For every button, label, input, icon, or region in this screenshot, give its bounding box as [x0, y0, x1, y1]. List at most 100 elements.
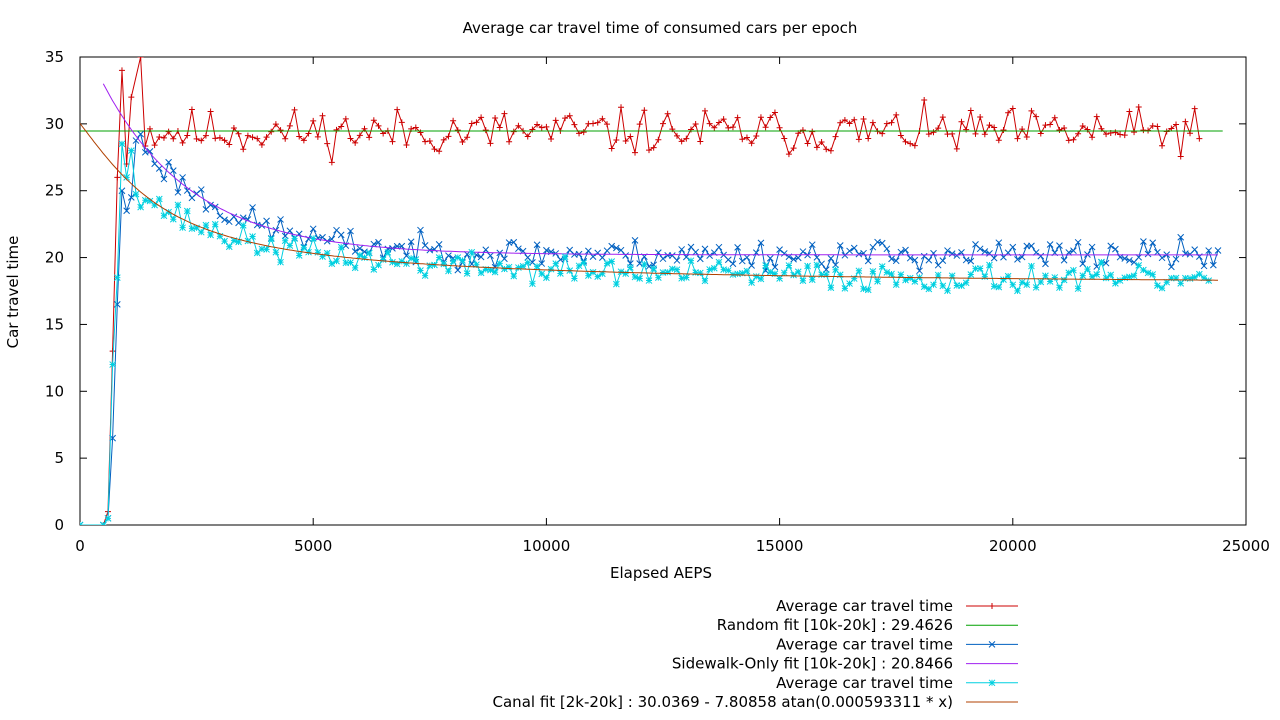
data-point: [990, 254, 998, 262]
data-point: [673, 266, 681, 274]
data-point: [1158, 254, 1166, 262]
data-point: [1149, 271, 1157, 278]
data-point: [393, 260, 401, 268]
x-tick-label: 15000: [756, 537, 804, 555]
data-point: [212, 135, 219, 142]
data-point: [622, 252, 630, 259]
data-point: [375, 122, 382, 129]
legend-label: Average car travel time: [776, 597, 953, 615]
data-point: [1154, 123, 1161, 130]
data-point: [128, 94, 135, 101]
data-point: [365, 249, 373, 257]
data-point: [1046, 278, 1054, 285]
data-point: [244, 237, 252, 245]
data-point: [631, 273, 639, 281]
data-point: [1089, 134, 1096, 141]
data-point: [468, 120, 475, 127]
data-point: [1117, 131, 1124, 138]
data-point: [925, 256, 933, 264]
data-point: [622, 138, 629, 145]
data-point: [813, 144, 820, 151]
data-point: [846, 280, 853, 287]
data-point: [407, 254, 415, 262]
data-point: [878, 263, 886, 270]
data-point: [958, 282, 965, 290]
data-point: [123, 173, 130, 181]
data-point: [431, 146, 438, 153]
data-point: [216, 134, 223, 141]
data-point: [1061, 124, 1068, 131]
data-point: [510, 272, 518, 280]
data-point: [608, 258, 616, 265]
legend-label: Random fit [10k-20k] : 29.4626: [717, 616, 953, 634]
data-point: [1191, 273, 1199, 281]
data-point: [123, 207, 130, 215]
data-point: [627, 133, 634, 140]
data-point: [1200, 274, 1208, 282]
data-point: [734, 244, 741, 251]
series-line: [80, 143, 1209, 525]
data-point: [272, 248, 280, 256]
data-point: [435, 241, 443, 248]
data-point: [445, 267, 452, 275]
data-point: [590, 120, 597, 127]
series-line: [80, 132, 1219, 525]
data-point: [953, 252, 961, 259]
data-point: [1033, 113, 1040, 120]
data-point: [1051, 114, 1058, 121]
data-point: [146, 148, 154, 155]
data-point: [333, 257, 340, 265]
data-point: [832, 266, 839, 274]
data-point: [230, 124, 237, 131]
data-point: [118, 67, 125, 74]
data-point: [869, 119, 876, 126]
data-point: [645, 277, 653, 284]
data-point: [1103, 131, 1110, 138]
data-point: [151, 142, 158, 149]
data-point: [1074, 285, 1082, 293]
data-point: [757, 275, 765, 283]
data-point: [1009, 105, 1016, 112]
data-point: [632, 149, 639, 156]
data-point: [375, 261, 382, 269]
data-point: [799, 277, 807, 285]
data-point: [198, 137, 205, 144]
data-point: [883, 120, 890, 127]
data-point: [1032, 284, 1040, 291]
data-point: [478, 114, 485, 121]
data-point: [748, 140, 755, 147]
data-point: [678, 246, 686, 253]
data-point: [281, 237, 289, 245]
data-point: [781, 135, 788, 142]
data-point: [337, 231, 345, 239]
data-point: [1056, 242, 1063, 249]
data-point: [646, 147, 653, 154]
data-point: [80, 521, 84, 525]
data-point: [958, 118, 965, 125]
data-point: [640, 260, 648, 268]
data-point: [193, 224, 200, 232]
data-point: [981, 131, 988, 138]
data-point: [473, 251, 480, 259]
data-point: [1140, 238, 1147, 245]
data-point: [426, 137, 433, 144]
data-point: [347, 259, 354, 266]
data-point: [1074, 238, 1082, 246]
data-point: [463, 270, 471, 277]
data-point: [706, 252, 713, 259]
data-point: [1060, 256, 1068, 264]
data-point: [976, 245, 984, 253]
data-point: [701, 277, 709, 285]
data-point: [552, 117, 559, 124]
data-point: [179, 174, 186, 181]
data-point: [948, 250, 956, 257]
data-point: [263, 246, 270, 253]
data-point: [962, 279, 970, 287]
data-point: [160, 212, 168, 220]
data-point: [883, 245, 891, 253]
data-point: [482, 127, 489, 134]
data-point: [1173, 121, 1180, 128]
data-point: [282, 135, 289, 142]
data-point: [988, 641, 996, 648]
data-point: [683, 135, 690, 142]
